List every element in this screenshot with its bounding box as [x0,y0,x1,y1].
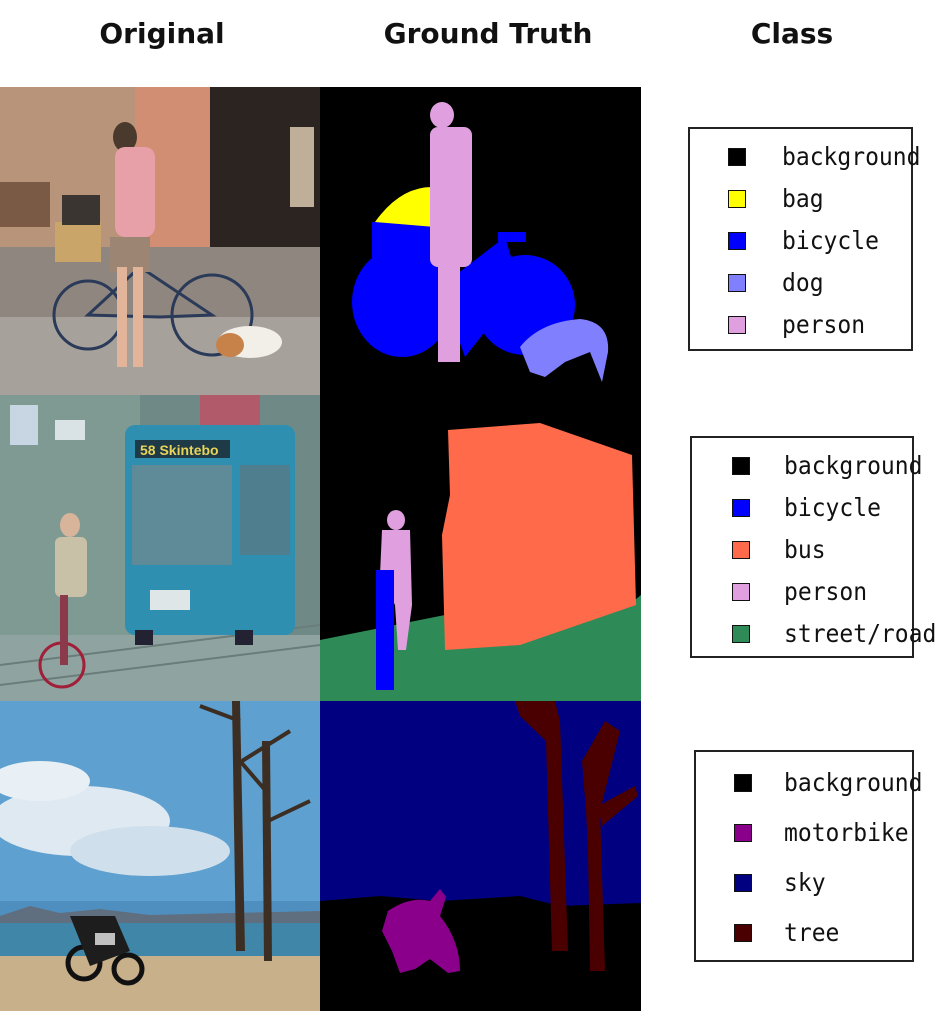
bus-destination-sign: 58 Skintebo [140,442,219,458]
legend-swatch [728,274,746,292]
legend-label: sky [784,868,826,897]
legend-item: background [690,142,920,172]
column-header-ground-truth: Ground Truth [383,17,593,50]
legend-label: tree [784,918,840,947]
legend-label: background [782,142,921,171]
legend-swatch [734,924,752,942]
legend-row-2: background bicycle bus person street/roa… [690,436,936,658]
legend-label: background [784,768,923,797]
legend-item: bicycle [690,226,911,256]
legend-label: person [782,310,866,339]
legend-label: person [784,577,868,606]
legend-swatch [732,625,750,643]
legend-item: person [690,310,911,340]
legend-swatch [732,457,750,475]
legend-swatch [734,874,752,892]
legend-item: street/road [692,619,936,649]
legend-label: motorbike [784,818,909,847]
column-header-original: Original [99,17,225,50]
legend-swatch [728,316,746,334]
original-image-bus-cyclist: 58 Skintebo [0,395,320,701]
legend-label: background [784,451,923,480]
legend-label: bag [782,184,824,213]
legend-item: bicycle [692,493,912,523]
ground-truth-mask-2 [320,395,641,701]
legend-swatch [728,232,746,250]
legend-label: dog [782,268,824,297]
legend-label: street/road [784,619,937,648]
legend-item: bag [690,184,911,214]
legend-item: background [696,768,922,798]
ground-truth-mask-3 [320,701,641,1011]
legend-item: tree [696,918,912,948]
legend-swatch [728,190,746,208]
legend-swatch [732,583,750,601]
original-image-woman-bicycle-dog [0,87,320,395]
ground-truth-mask-1 [320,87,641,395]
legend-swatch [734,774,752,792]
legend-item: dog [690,268,911,298]
legend-item: bus [692,535,912,565]
legend-item: person [692,577,912,607]
legend-label: bus [784,535,826,564]
legend-row-3: background motorbike sky tree [694,750,922,962]
original-image-motorbike-beach [0,701,320,1011]
legend-swatch [732,541,750,559]
legend-label: bicycle [784,493,881,522]
column-header-class: Class [750,17,834,50]
legend-swatch [732,499,750,517]
legend-item: background [692,451,922,481]
legend-item: sky [696,868,912,898]
legend-row-1: background bag bicycle dog person [688,127,920,351]
legend-label: bicycle [782,226,879,255]
legend-swatch [728,148,746,166]
legend-swatch [734,824,752,842]
legend-item: motorbike [696,818,912,848]
